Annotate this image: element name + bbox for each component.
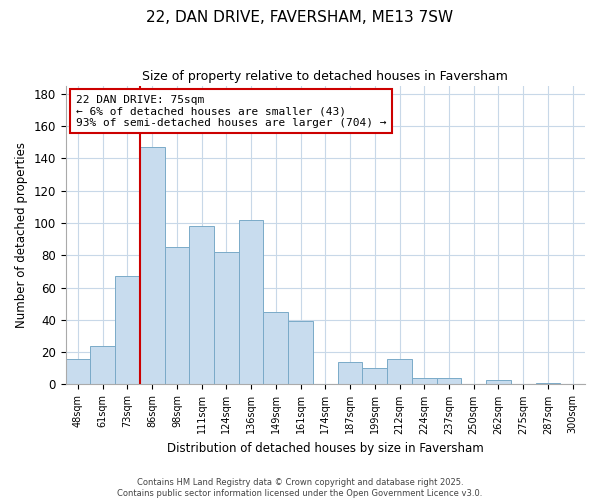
Bar xyxy=(190,226,214,384)
Bar xyxy=(536,383,560,384)
Bar xyxy=(140,147,164,384)
Bar xyxy=(338,362,362,384)
Bar xyxy=(164,247,190,384)
Bar xyxy=(412,378,437,384)
Text: 22, DAN DRIVE, FAVERSHAM, ME13 7SW: 22, DAN DRIVE, FAVERSHAM, ME13 7SW xyxy=(146,10,454,25)
Bar xyxy=(387,358,412,384)
Bar xyxy=(214,252,239,384)
Y-axis label: Number of detached properties: Number of detached properties xyxy=(15,142,28,328)
Bar xyxy=(362,368,387,384)
Text: Contains HM Land Registry data © Crown copyright and database right 2025.
Contai: Contains HM Land Registry data © Crown c… xyxy=(118,478,482,498)
Bar xyxy=(91,346,115,385)
Text: 22 DAN DRIVE: 75sqm
← 6% of detached houses are smaller (43)
93% of semi-detache: 22 DAN DRIVE: 75sqm ← 6% of detached hou… xyxy=(76,94,386,128)
X-axis label: Distribution of detached houses by size in Faversham: Distribution of detached houses by size … xyxy=(167,442,484,455)
Bar xyxy=(239,220,263,384)
Bar xyxy=(437,378,461,384)
Bar xyxy=(115,276,140,384)
Bar xyxy=(65,358,91,384)
Bar xyxy=(486,380,511,384)
Title: Size of property relative to detached houses in Faversham: Size of property relative to detached ho… xyxy=(142,70,508,83)
Bar xyxy=(263,312,288,384)
Bar xyxy=(288,322,313,384)
